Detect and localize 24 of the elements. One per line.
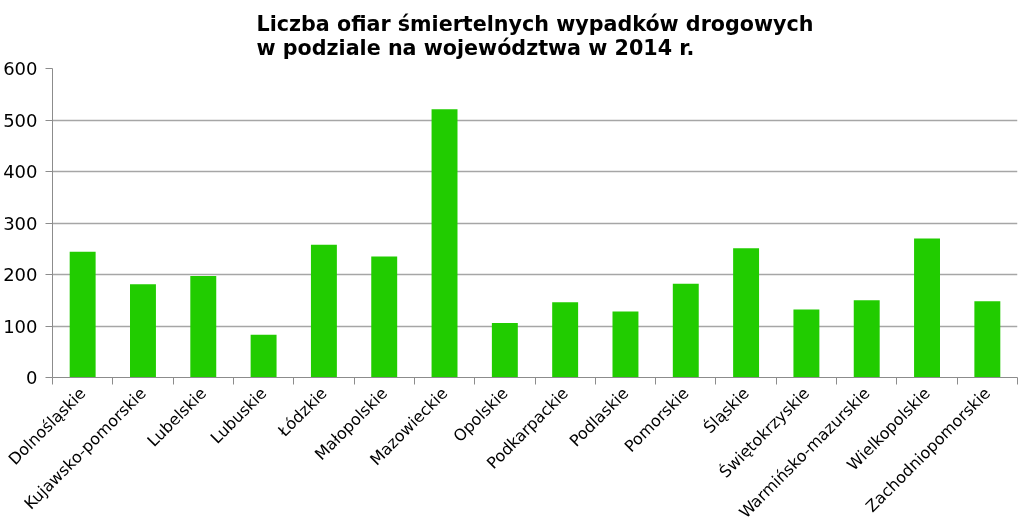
bar: [491, 322, 518, 378]
bar: [974, 301, 1001, 378]
y-tick-label: 500: [3, 109, 38, 131]
bar: [672, 283, 699, 378]
bar: [793, 309, 820, 378]
bar: [310, 244, 337, 378]
bar: [612, 311, 639, 378]
bar: [371, 256, 398, 378]
y-tick-label: 300: [3, 212, 38, 234]
chart-title: Liczba ofiar śmiertelnych wypadków drogowych w podziale na województwa w 2014 r.: [256, 11, 814, 60]
bar: [130, 284, 156, 378]
bar: [431, 109, 458, 378]
y-tick-label: 200: [3, 264, 38, 285]
y-tick-label: 100: [3, 315, 38, 337]
y-tick-label: 600: [3, 58, 38, 79]
bar: [250, 334, 277, 378]
bar: [190, 276, 217, 378]
y-tick-label: 0: [26, 367, 38, 388]
bar: [552, 302, 579, 378]
bar: [914, 238, 940, 378]
bar: [733, 248, 760, 378]
bar: [853, 300, 880, 378]
bar: [69, 251, 96, 378]
y-tick-label: 400: [3, 161, 38, 182]
